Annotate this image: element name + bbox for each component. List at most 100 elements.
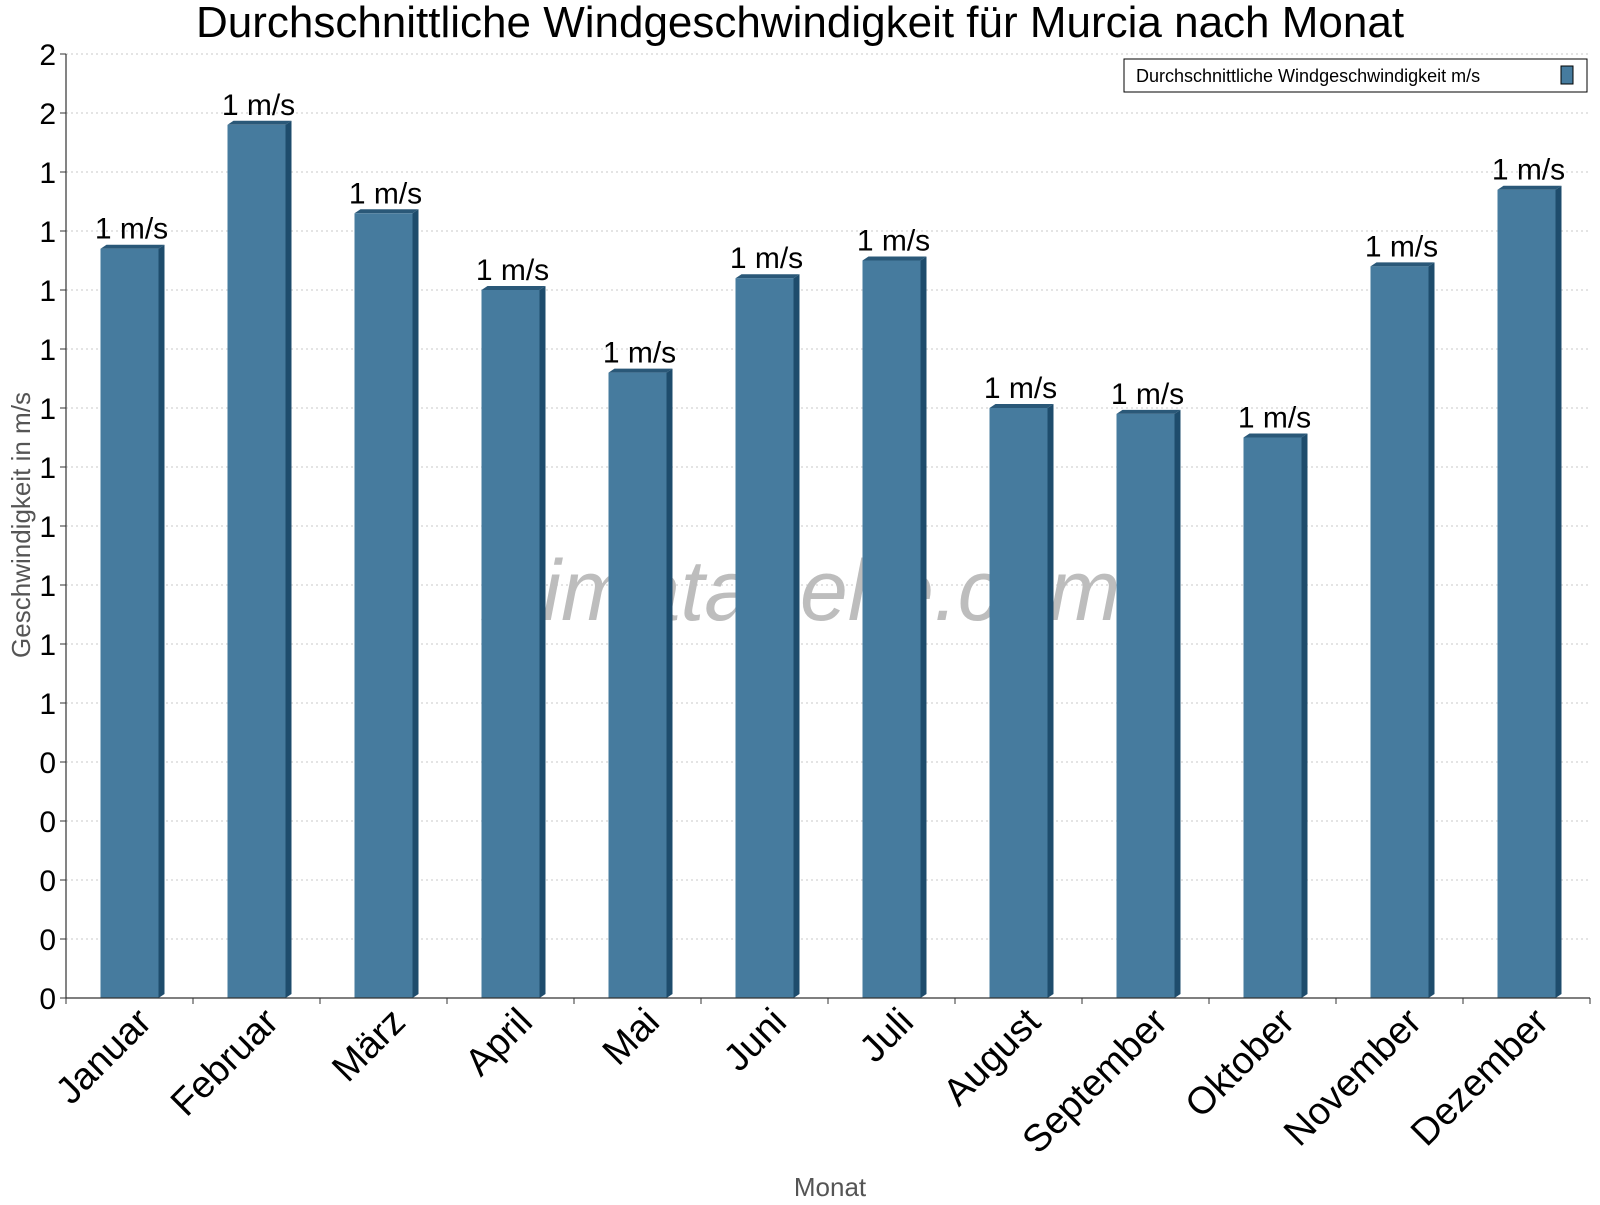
x-tick-label: Februar	[163, 1000, 287, 1124]
data-label: 1 m/s	[1492, 154, 1565, 187]
bar-top	[1370, 262, 1435, 267]
bar-top	[735, 274, 800, 279]
bar-top	[100, 244, 165, 249]
data-label: 1 m/s	[1238, 402, 1311, 435]
data-label: 1 m/s	[1365, 230, 1438, 263]
bar-top	[354, 209, 419, 214]
x-tick-label: November	[1276, 1000, 1430, 1154]
bar-side	[285, 120, 292, 999]
bar-top	[862, 256, 927, 261]
y-tick-label: 1	[39, 393, 56, 426]
x-tick-label: März	[324, 1001, 413, 1090]
bar-side	[158, 244, 165, 998]
bar-front	[227, 124, 286, 999]
bar-side	[1174, 409, 1181, 998]
bar-side	[1047, 404, 1054, 998]
bar-side	[793, 274, 800, 998]
data-label: 1 m/s	[984, 372, 1057, 405]
x-tick-label: Juni	[716, 1001, 795, 1080]
y-tick-label: 1	[39, 275, 56, 308]
bar-front	[608, 372, 667, 999]
data-label: 1 m/s	[476, 254, 549, 287]
bar-front	[735, 278, 794, 998]
bar-front	[1497, 189, 1556, 998]
y-tick-label: 2	[39, 39, 56, 72]
x-axis-title: Monat	[794, 1172, 867, 1200]
bar-side	[1301, 433, 1308, 998]
x-tick-label: April	[457, 1001, 540, 1084]
legend-box	[1123, 58, 1588, 93]
y-tick-label: 1	[39, 688, 56, 721]
bar-november	[1370, 262, 1435, 998]
bar-februar	[227, 120, 292, 999]
bar-front	[481, 290, 540, 998]
data-label: 1 m/s	[1111, 378, 1184, 411]
bar-top	[1243, 433, 1308, 438]
bar-front	[989, 408, 1048, 998]
y-tick-label: 1	[39, 629, 56, 662]
bar-side	[412, 209, 419, 999]
y-tick-label: 0	[39, 983, 56, 1016]
bar-side	[920, 256, 927, 998]
bar-september	[1116, 409, 1181, 998]
y-tick-label: 0	[39, 806, 56, 839]
bar-märz	[354, 209, 419, 999]
y-axis-title: Geschwindigkeit in m/s	[6, 392, 36, 658]
bar-juni	[735, 274, 800, 998]
y-tick-label: 1	[39, 570, 56, 603]
y-tick-label: 0	[39, 924, 56, 957]
y-tick-label: 0	[39, 865, 56, 898]
y-tick-label: 1	[39, 511, 56, 544]
legend: Durchschnittliche Windgeschwindigkeit m/…	[1123, 58, 1588, 93]
bar-side	[539, 286, 546, 998]
bar-april	[481, 286, 546, 998]
x-tick-label: August	[936, 1000, 1050, 1114]
gridlines	[66, 53, 1590, 940]
data-labels: 1 m/s 1 m/s 1 m/s 1 m/s 1 m/s 1 m/s 1 m/s 1 m/s…	[95, 89, 1565, 435]
bar-januar	[100, 244, 165, 998]
bar-front	[1116, 413, 1175, 998]
chart-title: Durchschnittliche Windgeschwindigkeit fü…	[196, 0, 1404, 47]
bar-top	[481, 286, 546, 290]
legend-swatch	[1560, 65, 1574, 85]
bar-top	[608, 368, 673, 373]
data-label: 1 m/s	[603, 337, 676, 370]
bar-front	[862, 260, 921, 998]
bar-front	[100, 248, 159, 998]
bar-top	[1116, 409, 1181, 414]
x-tick-label: Juli	[852, 1001, 922, 1071]
bar-dezember	[1497, 185, 1562, 998]
x-tick-label: Januar	[48, 1000, 160, 1112]
bars	[100, 120, 1562, 999]
bar-oktober	[1243, 433, 1308, 998]
y-tick-label: 1	[39, 157, 56, 190]
bar-top	[1497, 185, 1562, 190]
bar-juli	[862, 256, 927, 998]
legend-label: Durchschnittliche Windgeschwindigkeit m/…	[1136, 66, 1480, 86]
y-tick-label: 1	[39, 334, 56, 367]
bar-side	[666, 368, 673, 999]
x-tick-label: Dezember	[1403, 1000, 1557, 1154]
y-tick-label: 1	[39, 452, 56, 485]
bar-side	[1428, 262, 1435, 998]
data-label: 1 m/s	[730, 242, 803, 275]
bar-side	[1555, 185, 1562, 998]
data-label: 1 m/s	[349, 177, 422, 210]
data-label: 1 m/s	[222, 89, 295, 122]
bar-top	[227, 120, 292, 125]
bar-front	[354, 213, 413, 999]
y-tick-label: 0	[39, 747, 56, 780]
y-tick-label: 1	[39, 216, 56, 249]
y-tick-label: 2	[39, 98, 56, 131]
data-label: 1 m/s	[857, 225, 930, 258]
bar-mai	[608, 368, 673, 999]
data-label: 1 m/s	[95, 213, 168, 246]
bar-front	[1370, 266, 1429, 998]
bar-front	[1243, 437, 1302, 998]
x-tick-label: Oktober	[1178, 1000, 1304, 1126]
bar-top	[989, 404, 1054, 408]
x-tick-label: Mai	[595, 1001, 668, 1074]
bar-august	[989, 404, 1054, 998]
